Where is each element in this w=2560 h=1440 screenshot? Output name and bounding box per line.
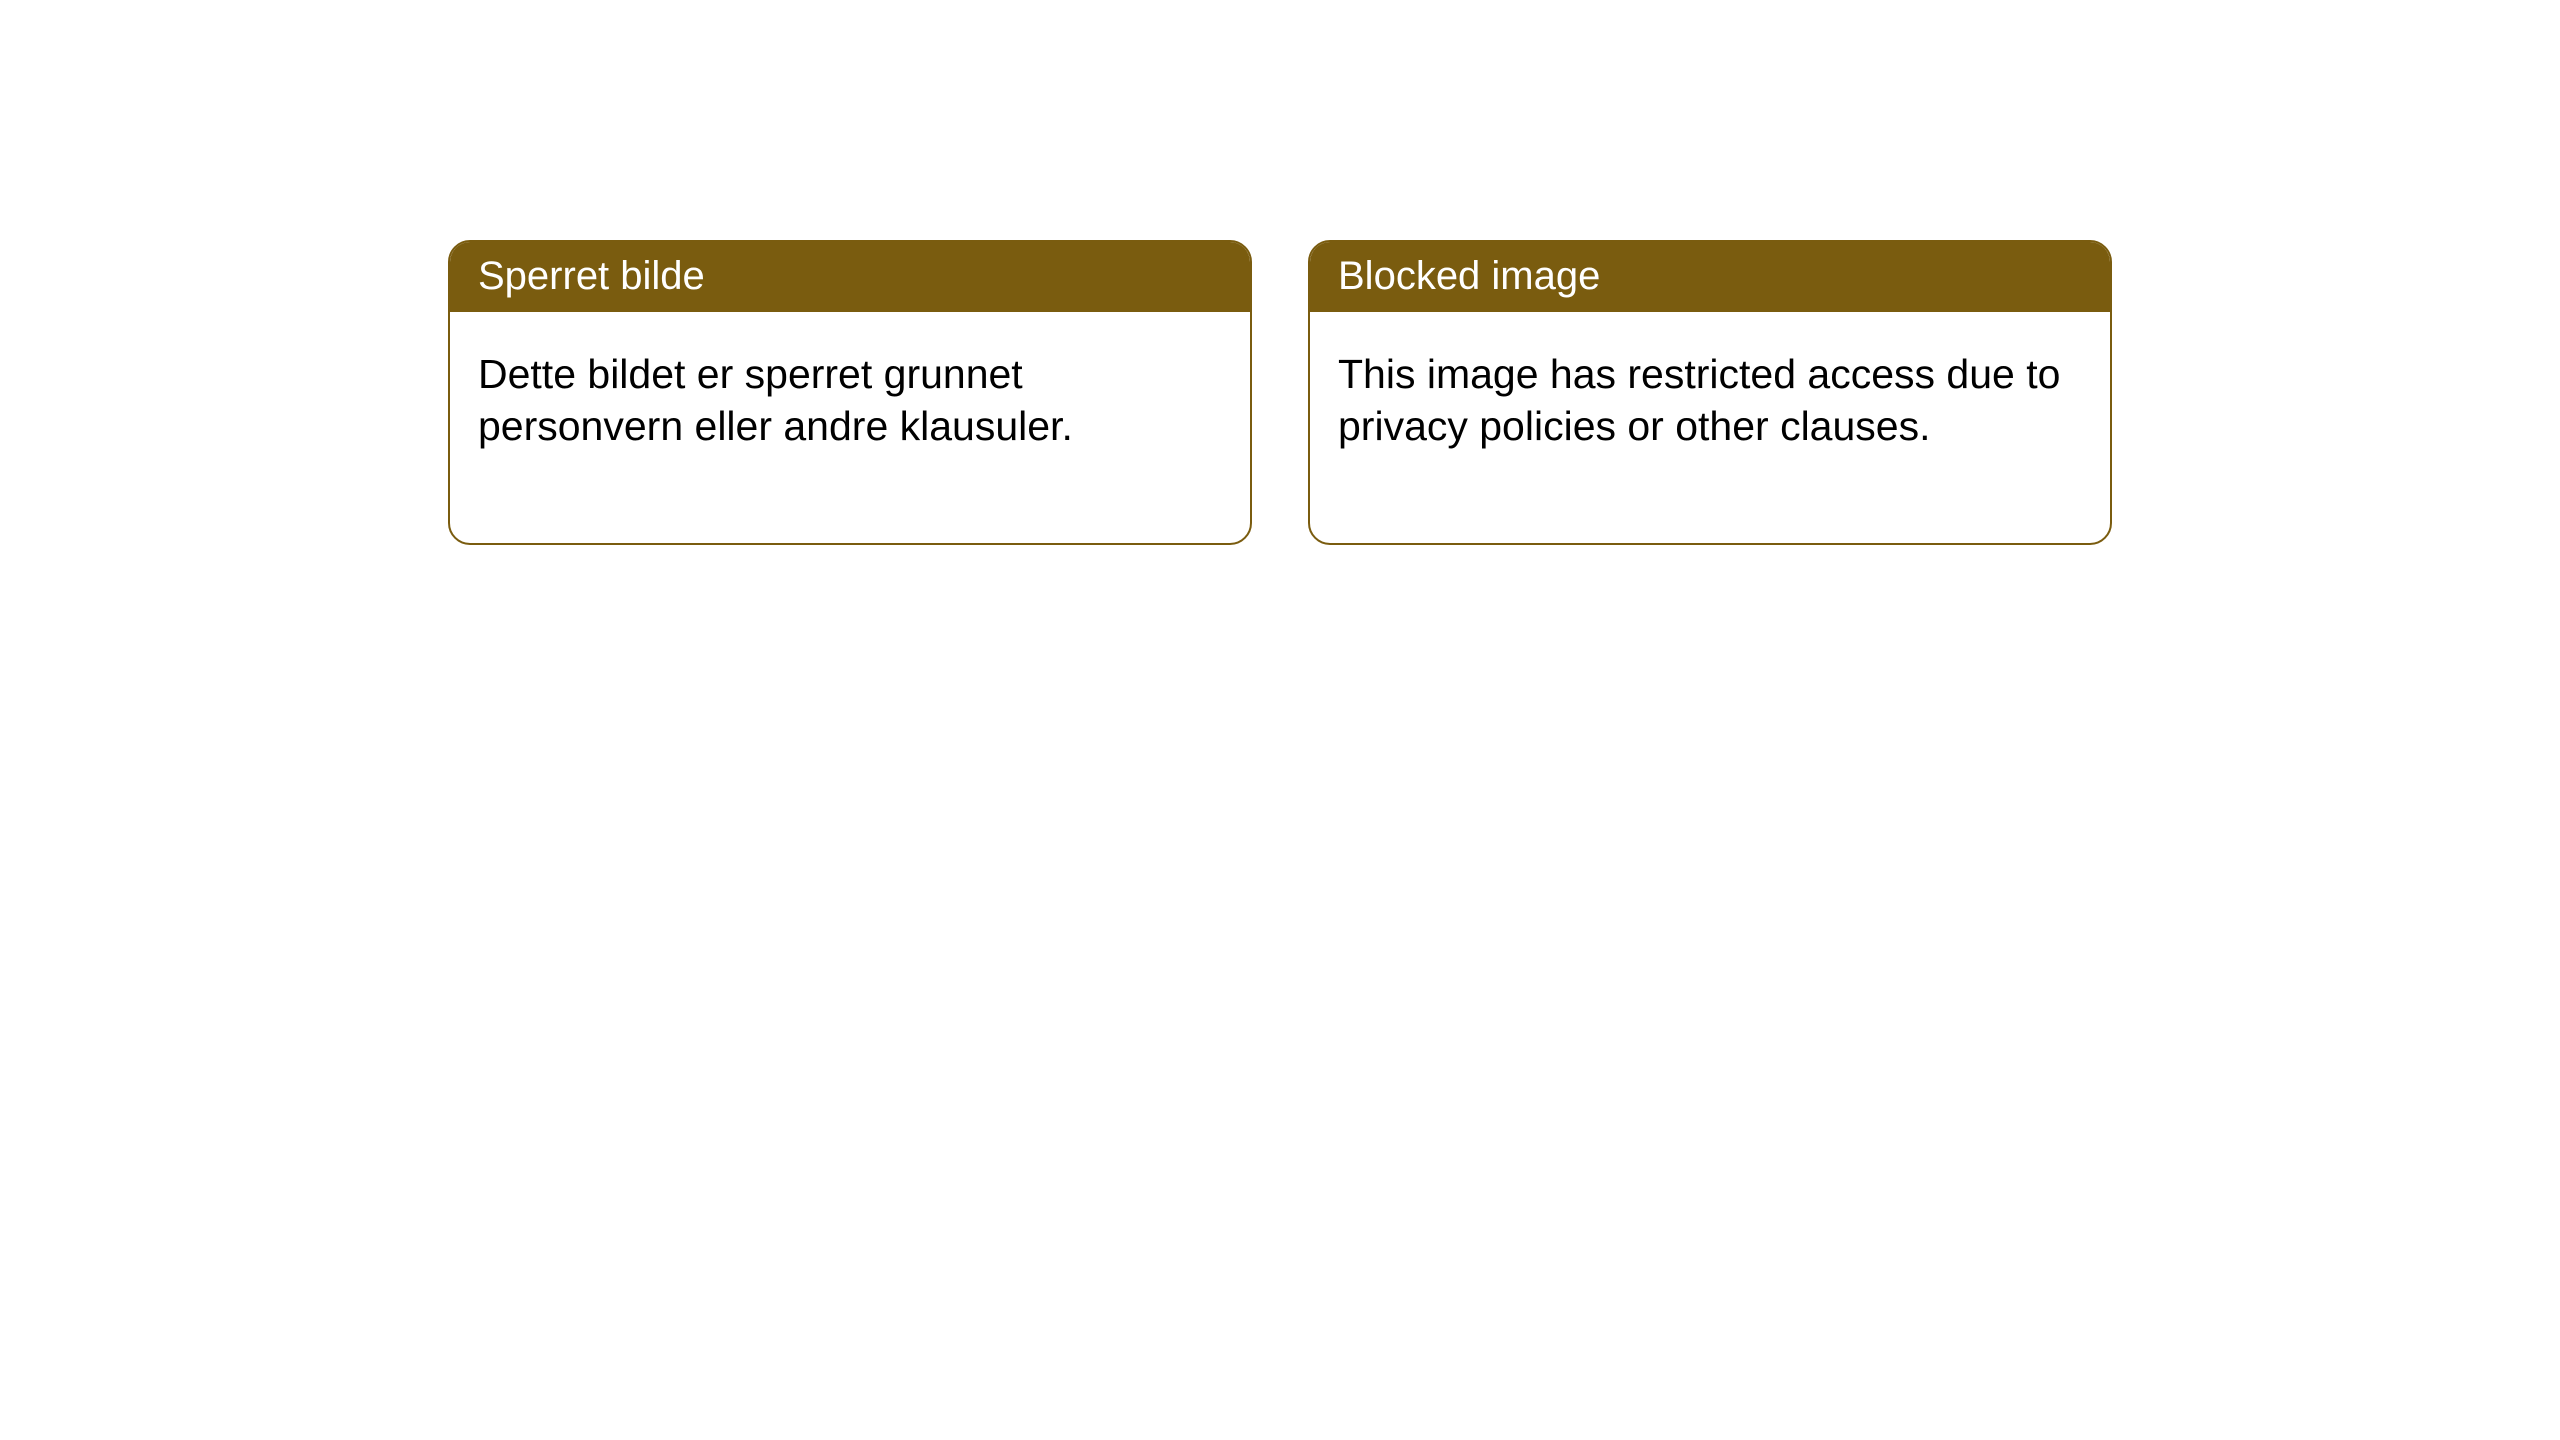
card-title: Sperret bilde — [450, 242, 1250, 312]
blocked-image-card-en: Blocked image This image has restricted … — [1308, 240, 2112, 545]
card-body: Dette bildet er sperret grunnet personve… — [450, 312, 1250, 543]
card-body: This image has restricted access due to … — [1310, 312, 2110, 543]
card-title: Blocked image — [1310, 242, 2110, 312]
cards-container: Sperret bilde Dette bildet er sperret gr… — [0, 0, 2560, 545]
blocked-image-card-no: Sperret bilde Dette bildet er sperret gr… — [448, 240, 1252, 545]
